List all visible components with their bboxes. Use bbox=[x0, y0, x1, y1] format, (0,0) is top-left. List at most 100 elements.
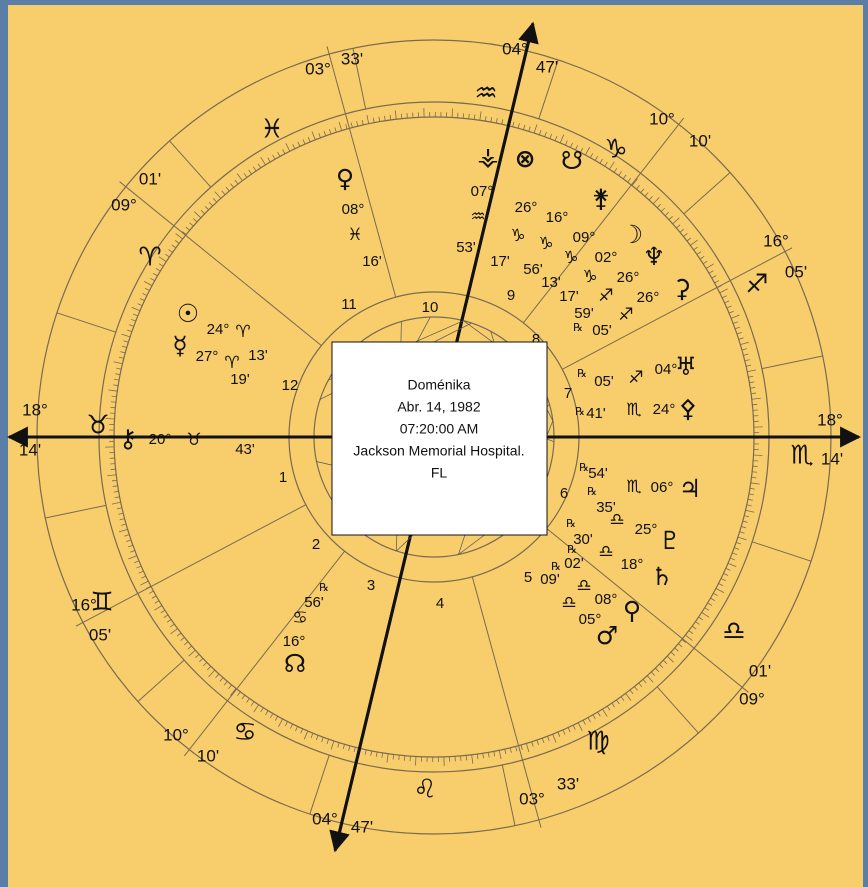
degree-tick bbox=[698, 616, 703, 621]
degree-tick bbox=[674, 647, 679, 652]
degree-tick bbox=[668, 216, 673, 220]
cusp-degree: 09° bbox=[739, 689, 765, 708]
point-glyph: ⚵ bbox=[592, 184, 610, 213]
sign-glyph: ♋ bbox=[233, 718, 256, 748]
point-sign: ♏ bbox=[626, 400, 641, 420]
retrograde-mark: ℞ bbox=[579, 462, 589, 474]
point-minute: 05' bbox=[594, 373, 614, 390]
point-sign: ♐ bbox=[628, 368, 643, 388]
degree-tick bbox=[696, 251, 702, 255]
degree-tick bbox=[128, 555, 137, 560]
degree-tick bbox=[572, 725, 576, 730]
house-cusp bbox=[546, 528, 749, 693]
degree-tick bbox=[303, 730, 309, 740]
point-glyph: ♂ bbox=[596, 621, 618, 650]
degree-tick bbox=[634, 686, 638, 691]
retrograde-mark: ℞ bbox=[567, 544, 577, 556]
degree-tick bbox=[707, 602, 713, 606]
house-number: 2 bbox=[312, 536, 320, 553]
degree-tick bbox=[720, 578, 726, 582]
point-minute: 13' bbox=[248, 347, 268, 364]
point-degree: 20° bbox=[149, 431, 172, 448]
degree-tick bbox=[748, 375, 754, 378]
house-number: 6 bbox=[560, 485, 568, 502]
degree-tick bbox=[520, 744, 523, 750]
degree-tick bbox=[160, 609, 166, 614]
degree-tick bbox=[133, 313, 138, 317]
house-number: 1 bbox=[279, 469, 287, 486]
point-glyph: ♃ bbox=[679, 474, 701, 503]
point-glyph: ♅ bbox=[675, 352, 697, 381]
degree-tick bbox=[364, 749, 367, 755]
degree-tick bbox=[170, 623, 175, 628]
degree-tick bbox=[110, 401, 116, 403]
degree-tick bbox=[330, 740, 335, 750]
sign-boundary bbox=[752, 541, 812, 562]
degree-tick bbox=[708, 270, 714, 274]
cusp-degree: 03° bbox=[519, 789, 545, 808]
degree-tick bbox=[134, 560, 140, 564]
point-degree: 18° bbox=[621, 556, 644, 573]
degree-tick bbox=[143, 281, 153, 286]
point-minute: 05' bbox=[592, 322, 612, 339]
degree-tick bbox=[745, 364, 752, 367]
cusp-minute: 01' bbox=[139, 169, 161, 188]
house-cusp bbox=[326, 46, 397, 298]
degree-tick bbox=[175, 233, 183, 240]
degree-tick bbox=[517, 123, 520, 129]
degree-tick bbox=[181, 231, 187, 235]
degree-tick bbox=[370, 750, 373, 756]
degree-tick bbox=[536, 739, 539, 745]
degree-tick bbox=[734, 547, 740, 550]
point-minute: 56' bbox=[523, 261, 543, 278]
degree-tick bbox=[165, 253, 170, 258]
point-glyph: ☊ bbox=[284, 649, 306, 678]
degree-tick bbox=[154, 600, 160, 604]
degree-tick bbox=[108, 389, 118, 392]
point-glyph: ☉ bbox=[177, 299, 199, 328]
degree-tick bbox=[728, 310, 734, 314]
degree-tick bbox=[715, 588, 725, 593]
degree-tick bbox=[154, 605, 163, 611]
degree-tick bbox=[704, 607, 710, 611]
point-degree: 16° bbox=[283, 633, 306, 650]
degree-tick bbox=[295, 726, 298, 732]
sign-boundary bbox=[56, 312, 116, 333]
point-glyph: ♀ bbox=[336, 164, 354, 193]
point-minute: 54' bbox=[588, 465, 608, 482]
degree-tick bbox=[185, 226, 190, 231]
degree-tick bbox=[338, 121, 343, 131]
retrograde-mark: ℞ bbox=[319, 582, 329, 594]
sign-boundary bbox=[761, 355, 823, 370]
degree-tick bbox=[509, 747, 512, 753]
degree-tick bbox=[111, 501, 121, 505]
cusp-minute: 05' bbox=[785, 262, 807, 281]
degree-tick bbox=[138, 570, 144, 574]
degree-tick bbox=[750, 387, 756, 389]
degree-tick bbox=[204, 205, 209, 211]
degree-tick bbox=[111, 395, 117, 398]
degree-tick bbox=[631, 178, 638, 186]
degree-tick bbox=[121, 523, 127, 526]
degree-tick bbox=[366, 114, 370, 124]
degree-tick bbox=[246, 698, 250, 703]
degree-tick bbox=[300, 728, 304, 734]
degree-tick bbox=[699, 256, 705, 260]
point-glyph: ♇ bbox=[659, 526, 681, 555]
degree-tick bbox=[685, 634, 693, 641]
point-minute: 41' bbox=[586, 405, 606, 422]
degree-tick bbox=[267, 157, 271, 163]
degree-tick bbox=[564, 140, 568, 146]
degree-tick bbox=[750, 482, 760, 485]
degree-tick bbox=[107, 474, 117, 477]
point-degree: 04° bbox=[655, 361, 678, 378]
degree-tick bbox=[710, 597, 716, 601]
point-minute: 16' bbox=[362, 253, 382, 270]
point-sign: ♑ bbox=[582, 267, 597, 287]
point-minute: 30' bbox=[573, 531, 593, 548]
degree-tick bbox=[219, 677, 224, 682]
degree-tick bbox=[738, 337, 744, 340]
degree-tick bbox=[120, 351, 126, 354]
degree-tick bbox=[512, 121, 515, 127]
degree-tick bbox=[718, 583, 724, 587]
